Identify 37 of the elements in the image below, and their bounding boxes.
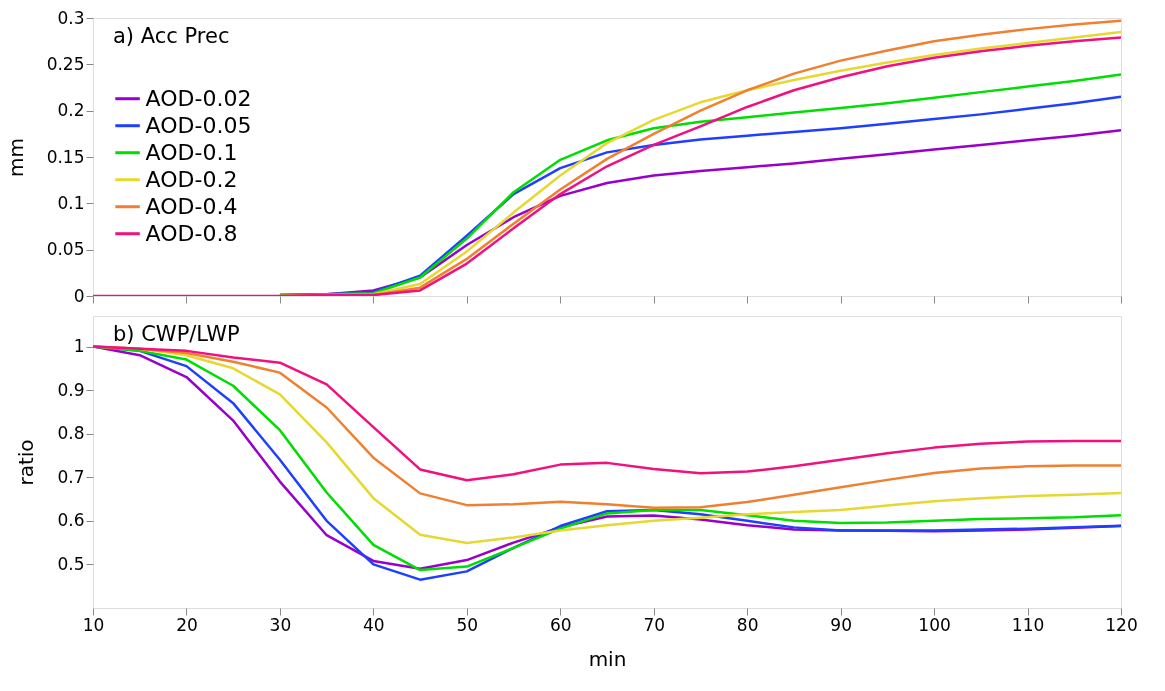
x-tick-label: 90 — [830, 614, 852, 635]
legend-label: AOD-0.4 — [145, 193, 238, 219]
y-tick-label: 0.7 — [57, 466, 85, 487]
x-tick-label: 70 — [643, 614, 666, 635]
x-tick-label: 40 — [363, 614, 385, 635]
legend-label: AOD-0.2 — [145, 166, 238, 192]
y-tick-label: 0.15 — [46, 146, 85, 167]
annotation: a) Acc Prec — [113, 24, 230, 48]
legend-label: AOD-0.02 — [145, 85, 252, 111]
y-axis-title: mm — [3, 138, 28, 177]
y-tick-label: 0.9 — [57, 379, 85, 400]
y-tick-label: 0.1 — [57, 192, 85, 213]
x-tick-label: 120 — [1105, 614, 1138, 635]
x-tick-label: 100 — [918, 614, 951, 635]
y-tick-label: 0.05 — [46, 239, 85, 260]
legend-label: AOD-0.8 — [145, 220, 238, 246]
y-tick-label: 1 — [73, 336, 85, 357]
y-tick-label: 0.2 — [57, 100, 85, 121]
y-tick-label: 0.5 — [57, 553, 85, 574]
annotation: b) CWP/LWP — [113, 322, 240, 346]
y-tick-label: 0.8 — [57, 423, 85, 444]
x-tick-label: 60 — [549, 614, 572, 635]
legend-label: AOD-0.1 — [145, 139, 238, 165]
y-tick-label: 0.6 — [57, 510, 85, 531]
x-tick-label: 50 — [456, 614, 479, 635]
y-axis-title: ratio — [14, 439, 39, 486]
x-tick-label: 20 — [176, 614, 198, 635]
y-tick-label: 0 — [73, 285, 85, 306]
y-tick-label: 0.3 — [57, 7, 85, 28]
x-tick-label: 10 — [82, 614, 105, 635]
x-tick-label: 30 — [269, 614, 292, 635]
x-tick-label: 80 — [736, 614, 759, 635]
y-tick-label: 0.25 — [46, 53, 85, 74]
legend-label: AOD-0.05 — [145, 112, 252, 138]
line-series — [93, 345, 1121, 482]
x-axis-title: min — [588, 646, 627, 671]
x-tick-label: 110 — [1011, 614, 1045, 635]
